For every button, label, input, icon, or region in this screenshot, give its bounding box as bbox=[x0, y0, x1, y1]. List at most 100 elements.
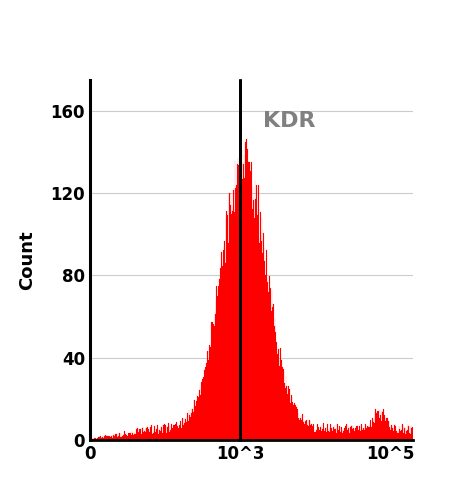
Bar bbox=[234, 161, 235, 440]
Bar bbox=[174, 424, 175, 440]
Bar bbox=[167, 427, 168, 440]
Bar bbox=[185, 419, 186, 440]
Bar bbox=[96, 439, 97, 440]
Bar bbox=[399, 428, 400, 440]
Bar bbox=[98, 436, 99, 440]
Bar bbox=[193, 412, 194, 440]
Bar bbox=[130, 434, 131, 440]
Bar bbox=[120, 436, 121, 440]
Bar bbox=[97, 438, 98, 440]
Bar bbox=[307, 424, 308, 440]
Bar bbox=[359, 426, 360, 440]
Bar bbox=[282, 369, 283, 440]
Bar bbox=[207, 350, 208, 440]
Bar bbox=[180, 422, 181, 440]
Bar bbox=[257, 215, 258, 440]
Bar bbox=[413, 434, 414, 440]
Bar bbox=[165, 425, 166, 440]
Bar bbox=[329, 432, 330, 440]
Bar bbox=[101, 438, 102, 440]
Bar bbox=[296, 406, 297, 440]
Bar bbox=[105, 436, 106, 440]
Bar bbox=[356, 428, 357, 440]
Bar bbox=[294, 404, 295, 440]
Bar bbox=[108, 436, 109, 440]
Bar bbox=[286, 386, 287, 440]
Bar bbox=[137, 428, 138, 440]
Bar bbox=[333, 428, 334, 440]
Bar bbox=[328, 431, 329, 440]
Bar bbox=[90, 438, 91, 440]
Bar bbox=[104, 436, 105, 440]
Bar bbox=[161, 426, 162, 440]
Bar bbox=[283, 369, 284, 440]
Bar bbox=[352, 426, 353, 440]
Bar bbox=[241, 150, 242, 440]
Bar bbox=[310, 426, 311, 440]
Bar bbox=[142, 428, 143, 440]
Bar bbox=[281, 360, 282, 440]
Bar bbox=[219, 279, 220, 440]
Bar bbox=[186, 422, 187, 440]
Bar bbox=[389, 428, 390, 440]
Bar bbox=[402, 424, 403, 440]
Bar bbox=[395, 426, 396, 440]
Bar bbox=[258, 186, 259, 440]
Bar bbox=[392, 428, 393, 440]
Bar bbox=[264, 262, 265, 440]
Bar bbox=[381, 421, 382, 440]
Bar bbox=[255, 199, 256, 440]
Bar bbox=[303, 422, 304, 440]
Bar bbox=[290, 399, 291, 440]
Bar bbox=[244, 178, 245, 440]
Bar bbox=[162, 432, 163, 440]
Bar bbox=[387, 418, 388, 440]
Bar bbox=[93, 439, 94, 440]
Bar bbox=[178, 428, 179, 440]
Bar bbox=[378, 412, 379, 440]
Bar bbox=[159, 430, 160, 440]
Bar bbox=[295, 405, 296, 440]
Bar bbox=[361, 429, 362, 440]
Bar bbox=[267, 282, 268, 440]
Y-axis label: Count: Count bbox=[18, 230, 36, 290]
Bar bbox=[181, 428, 182, 440]
Bar bbox=[350, 427, 351, 440]
Bar bbox=[299, 420, 300, 440]
Bar bbox=[309, 420, 310, 440]
Bar bbox=[408, 426, 409, 440]
Bar bbox=[192, 408, 193, 440]
Bar bbox=[326, 428, 327, 440]
Bar bbox=[357, 426, 358, 440]
Bar bbox=[160, 430, 161, 440]
Bar bbox=[369, 425, 370, 440]
Bar bbox=[170, 426, 171, 440]
Bar bbox=[150, 427, 151, 440]
Bar bbox=[298, 418, 299, 440]
Bar bbox=[143, 432, 144, 440]
Bar bbox=[152, 434, 153, 440]
Bar bbox=[269, 307, 270, 440]
Bar bbox=[393, 430, 394, 440]
Bar bbox=[250, 171, 251, 440]
Bar bbox=[116, 434, 117, 440]
Bar bbox=[385, 422, 386, 440]
Bar bbox=[340, 432, 341, 440]
Bar bbox=[320, 427, 321, 440]
Bar bbox=[373, 422, 374, 440]
Bar bbox=[136, 430, 137, 440]
Bar bbox=[203, 376, 204, 440]
Bar bbox=[275, 332, 276, 440]
Bar bbox=[315, 432, 316, 440]
Bar bbox=[188, 420, 189, 440]
Bar bbox=[345, 426, 346, 440]
Bar bbox=[184, 423, 185, 440]
Bar bbox=[163, 425, 164, 440]
Bar bbox=[106, 436, 107, 440]
Bar bbox=[131, 435, 132, 440]
Bar bbox=[302, 414, 303, 440]
Bar bbox=[293, 405, 294, 440]
Bar bbox=[280, 348, 281, 440]
Bar bbox=[151, 425, 152, 440]
Bar bbox=[156, 428, 157, 440]
